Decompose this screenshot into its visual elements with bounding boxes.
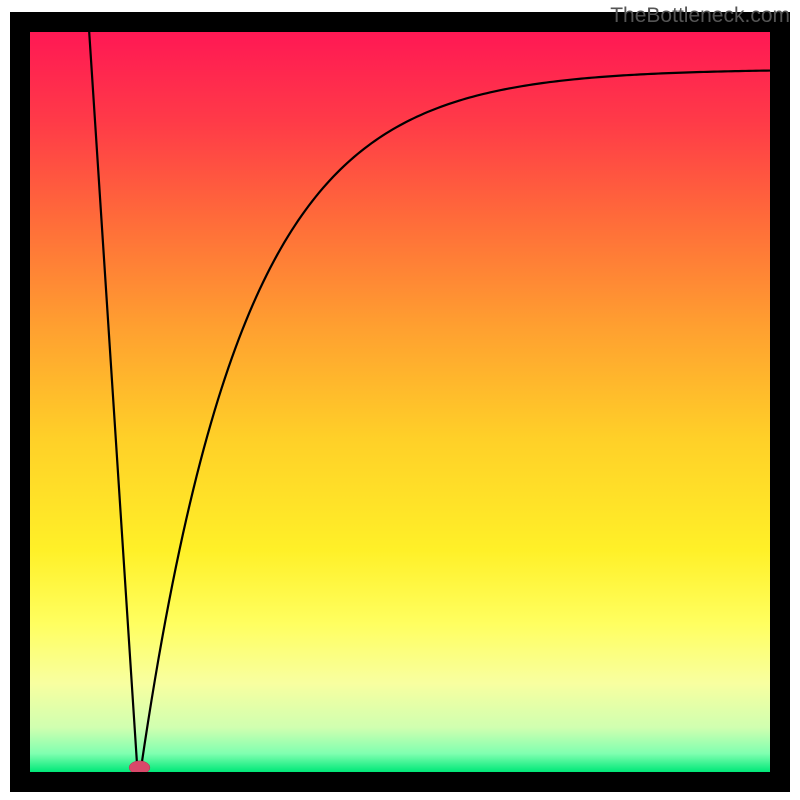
plot-background — [30, 32, 770, 772]
watermark-label: TheBottleneck.com — [610, 4, 790, 28]
chart-svg — [0, 0, 800, 800]
chart-stage: TheBottleneck.com — [0, 0, 800, 800]
